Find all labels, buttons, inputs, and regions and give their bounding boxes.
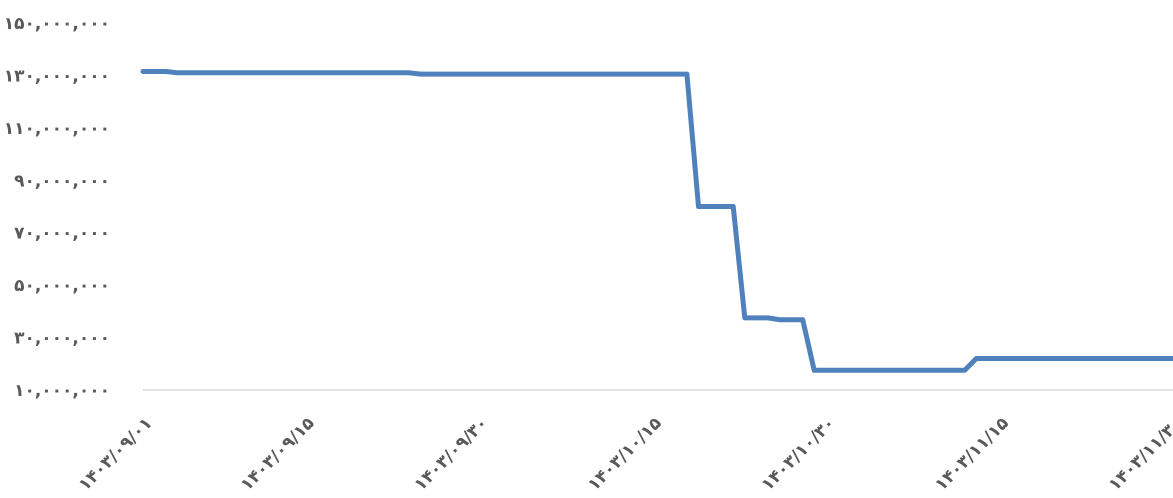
y-tick-label: ۱۱۰,۰۰۰,۰۰۰ (4, 119, 110, 139)
y-tick-label: ۹۰,۰۰۰,۰۰۰ (14, 171, 110, 191)
y-tick-label: ۵۰,۰۰۰,۰۰۰ (14, 276, 110, 296)
y-tick-label: ۱۰,۰۰۰,۰۰۰ (14, 381, 110, 401)
x-tick-label: ۱۴۰۳/۰۹/۳۰ (411, 413, 493, 495)
y-tick-label: ۱۳۰,۰۰۰,۰۰۰ (4, 66, 110, 86)
x-tick-label: ۱۴۰۳/۰۹/۱۵ (237, 413, 319, 495)
y-axis: ۱۵۰,۰۰۰,۰۰۰ ۱۳۰,۰۰۰,۰۰۰ ۱۱۰,۰۰۰,۰۰۰ ۹۰,۰۰۰,… (4, 14, 110, 401)
x-tick-label: ۱۴۰۳/۱۰/۳۰ (758, 413, 840, 495)
x-tick-label: ۱۴۰۳/۱۰/۱۵ (584, 413, 666, 495)
x-tick-label: ۱۴۰۳/۱۱/۳۰ (1105, 413, 1173, 495)
x-axis: ۱۴۰۳/۰۹/۰۱ ۱۴۰۳/۰۹/۱۵ ۱۴۰۳/۰۹/۳۰ ۱۴۰۳/۱۰/۱۵… (75, 413, 1173, 495)
y-tick-label: ۳۰,۰۰۰,۰۰۰ (14, 329, 110, 349)
y-tick-label: ۱۵۰,۰۰۰,۰۰۰ (4, 14, 110, 34)
x-tick-label: ۱۴۰۳/۰۹/۰۱ (75, 413, 157, 495)
series-group (140, 69, 1173, 373)
y-tick-label: ۷۰,۰۰۰,۰۰۰ (14, 224, 110, 244)
x-tick-label: ۱۴۰۳/۱۱/۱۵ (931, 413, 1013, 495)
series-line (140, 69, 1173, 373)
